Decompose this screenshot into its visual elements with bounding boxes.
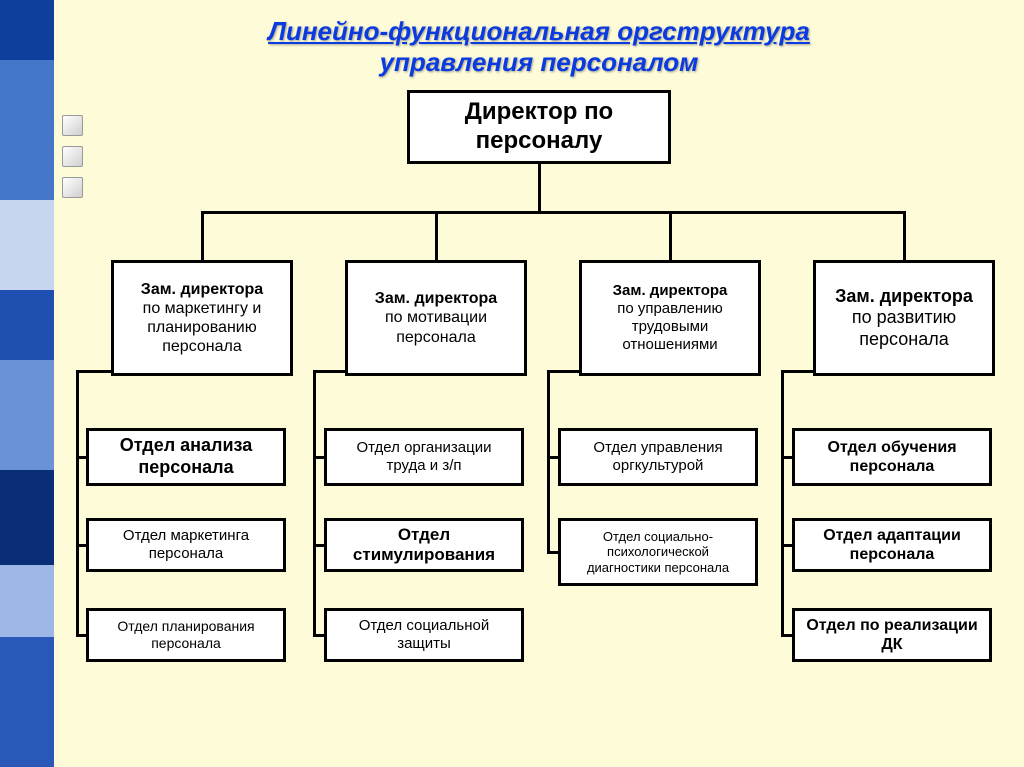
org-root-node: Директор по персоналу [407, 90, 671, 164]
connector-line [201, 211, 906, 214]
connector-line [435, 212, 438, 260]
org-unit-node: Отдел социально-психологической диагност… [558, 518, 758, 586]
decorative-sidebar [0, 0, 54, 767]
org-deputy-node: Зам. директора по мотивации персонала [345, 260, 527, 376]
connector-line [313, 544, 325, 547]
org-unit-node: Отдел анализа персонала [86, 428, 286, 486]
connector-line [201, 212, 204, 260]
org-unit-node: Отдел по реализации ДК [792, 608, 992, 662]
org-unit-node: Отдел обучения персонала [792, 428, 992, 486]
connector-line [781, 456, 793, 459]
title-line1: Линейно-функциональная оргструктура [54, 16, 1024, 47]
connector-line [313, 370, 346, 373]
org-unit-node: Отдел организации труда и з/п [324, 428, 524, 486]
connector-line [547, 456, 559, 459]
org-unit-node: Отдел стимулирования [324, 518, 524, 572]
connector-line [781, 370, 784, 637]
org-unit-node: Отдел управления оргкультурой [558, 428, 758, 486]
connector-line [313, 370, 316, 637]
connector-line [76, 544, 87, 547]
connector-line [781, 370, 814, 373]
slide-area: Линейно-функциональная оргструктура упра… [54, 0, 1024, 767]
org-deputy-node: Зам. директора по маркетингу и планирова… [111, 260, 293, 376]
org-unit-node: Отдел адаптации персонала [792, 518, 992, 572]
sidebar-decorative-bar [0, 60, 54, 200]
connector-line [313, 456, 325, 459]
connector-line [781, 634, 793, 637]
connector-line [669, 212, 672, 260]
connector-line [76, 456, 87, 459]
org-unit-node: Отдел планирования персонала [86, 608, 286, 662]
sidebar-decorative-bar [0, 637, 54, 767]
org-unit-node: Отдел маркетинга персонала [86, 518, 286, 572]
slide-title: Линейно-функциональная оргструктура упра… [54, 16, 1024, 78]
title-line2: управления персоналом [54, 47, 1024, 78]
connector-line [76, 634, 87, 637]
org-unit-node: Отдел социальной защиты [324, 608, 524, 662]
connector-line [76, 370, 112, 373]
connector-line [781, 544, 793, 547]
sidebar-decorative-bar [0, 470, 54, 565]
connector-line [547, 370, 550, 554]
org-deputy-node: Зам. директора по управлению трудовыми о… [579, 260, 761, 376]
sidebar-decorative-bar [0, 565, 54, 637]
sidebar-decorative-bar [0, 360, 54, 470]
org-chart: Директор по персоналу Зам. директора по м… [54, 90, 1024, 767]
connector-line [903, 212, 906, 260]
sidebar-decorative-bar [0, 0, 54, 60]
connector-line [547, 551, 559, 554]
org-deputy-node: Зам. директора по развитию персонала [813, 260, 995, 376]
connector-line [538, 164, 541, 212]
sidebar-decorative-bar [0, 200, 54, 290]
connector-line [76, 370, 79, 637]
connector-line [547, 370, 580, 373]
connector-line [313, 634, 325, 637]
sidebar-decorative-bar [0, 290, 54, 360]
